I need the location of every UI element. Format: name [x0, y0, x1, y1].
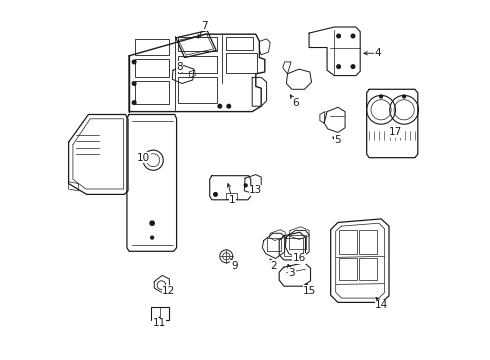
Text: 2: 2 [270, 261, 277, 271]
Bar [151, 307, 169, 320]
Text: 1: 1 [229, 195, 236, 205]
Circle shape [214, 193, 217, 196]
Text: 12: 12 [162, 286, 175, 296]
Text: 7: 7 [201, 21, 208, 31]
Bar [339, 230, 357, 254]
Text: 17: 17 [389, 127, 402, 138]
Text: 14: 14 [375, 300, 389, 310]
Text: 5: 5 [335, 135, 341, 145]
Bar [178, 37, 217, 51]
Circle shape [245, 184, 247, 187]
Bar [284, 238, 303, 256]
Text: 15: 15 [303, 286, 317, 296]
Bar [226, 37, 253, 50]
Circle shape [132, 82, 136, 85]
Circle shape [151, 236, 153, 239]
Circle shape [337, 34, 341, 38]
Bar [360, 230, 377, 254]
Bar [226, 53, 257, 73]
Text: 9: 9 [231, 261, 238, 271]
Circle shape [351, 65, 355, 68]
Circle shape [403, 95, 406, 98]
Bar [135, 81, 170, 104]
Circle shape [150, 221, 154, 225]
Bar [135, 39, 170, 55]
Bar [226, 193, 237, 199]
Circle shape [351, 34, 355, 38]
Bar [178, 56, 217, 73]
Text: 6: 6 [292, 98, 299, 108]
Text: 3: 3 [289, 268, 295, 278]
Text: 8: 8 [176, 62, 183, 72]
Text: 10: 10 [137, 153, 150, 163]
Bar [178, 77, 217, 103]
Bar [135, 59, 170, 77]
Circle shape [218, 104, 221, 108]
Circle shape [337, 65, 341, 68]
Bar [360, 258, 377, 280]
Bar [289, 235, 306, 249]
Text: 16: 16 [293, 253, 306, 264]
Circle shape [227, 104, 231, 108]
Circle shape [380, 95, 383, 98]
Bar [267, 238, 281, 251]
Circle shape [132, 101, 136, 104]
Bar [339, 258, 357, 280]
Text: 13: 13 [249, 185, 263, 195]
Text: 11: 11 [153, 318, 166, 328]
Text: 4: 4 [375, 48, 382, 58]
Circle shape [132, 60, 136, 64]
